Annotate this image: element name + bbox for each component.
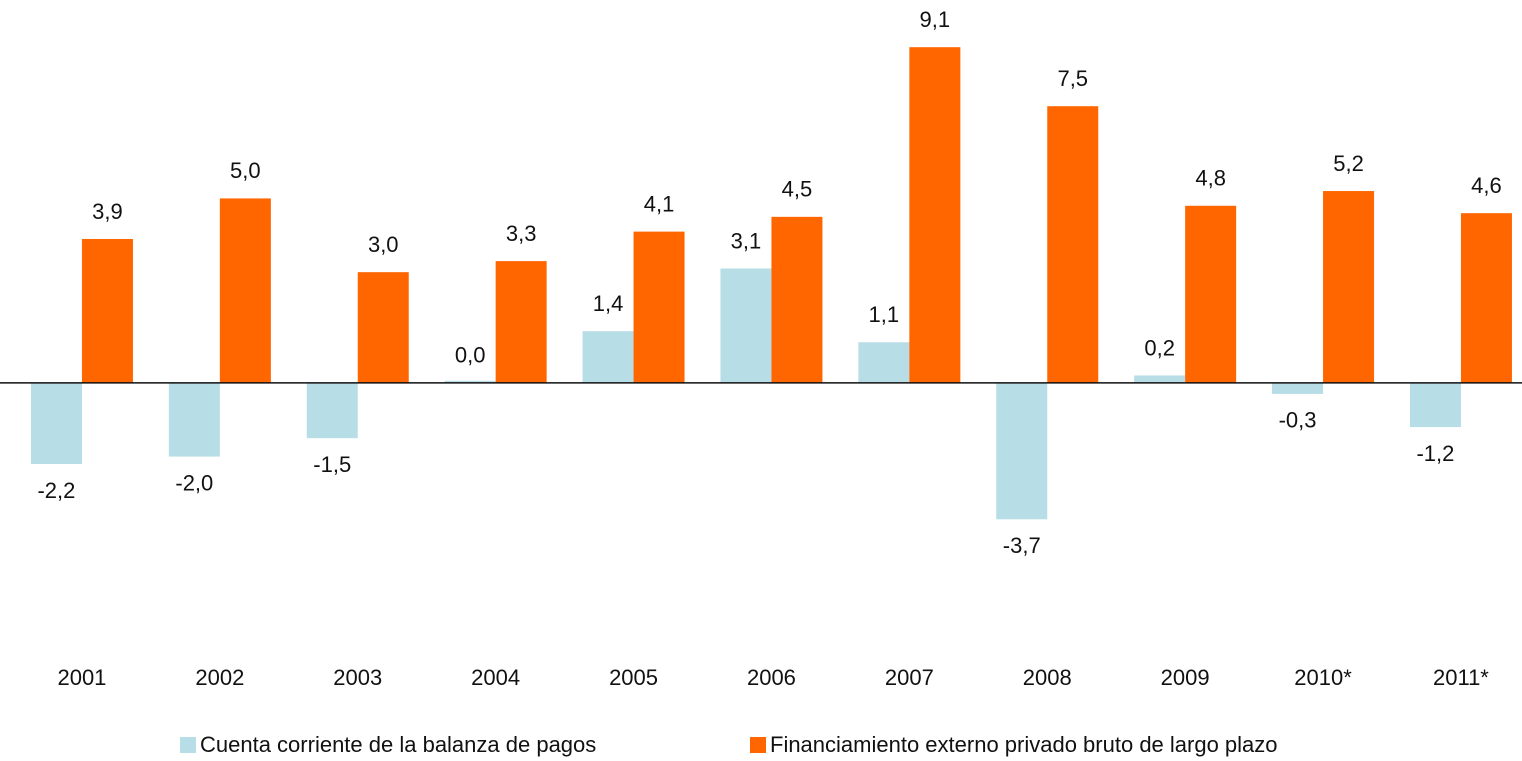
x-tick-label: 2008 <box>1023 665 1072 690</box>
value-label: -3,7 <box>1003 533 1041 558</box>
x-tick-label: 2006 <box>747 665 796 690</box>
bar <box>1134 375 1186 383</box>
bar <box>909 47 961 383</box>
bar <box>81 238 133 383</box>
value-label: 5,0 <box>230 158 261 183</box>
bar <box>444 380 496 383</box>
bar <box>633 231 685 383</box>
x-tick-label: 2010* <box>1294 665 1352 690</box>
value-label: 4,6 <box>1471 173 1502 198</box>
value-label: -2,2 <box>37 478 75 503</box>
value-label: -1,2 <box>1416 441 1454 466</box>
value-label: 4,5 <box>782 177 813 202</box>
bar <box>30 382 82 464</box>
x-tick-label: 2001 <box>57 665 106 690</box>
bar <box>1409 382 1461 428</box>
bar <box>1047 106 1099 383</box>
bar <box>996 382 1048 520</box>
x-tick-label: 2007 <box>885 665 934 690</box>
bar <box>306 382 358 439</box>
value-label: -2,0 <box>175 470 213 495</box>
legend-label: Cuenta corriente de la balanza de pagos <box>200 732 596 757</box>
value-label: 0,2 <box>1144 335 1175 360</box>
legend-swatch <box>750 737 766 753</box>
bar <box>582 331 634 383</box>
value-label: 9,1 <box>920 7 951 32</box>
legend-label: Financiamiento externo privado bruto de … <box>770 732 1278 757</box>
x-tick-label: 2003 <box>333 665 382 690</box>
bar <box>1185 205 1237 383</box>
value-label: 1,1 <box>869 302 900 327</box>
bar <box>168 382 220 457</box>
value-label: 4,8 <box>1195 166 1226 191</box>
value-label: 5,2 <box>1333 151 1364 176</box>
bar <box>858 342 910 383</box>
value-label: 3,0 <box>368 232 399 257</box>
value-label: -0,3 <box>1279 408 1317 433</box>
value-label: 1,4 <box>593 291 624 316</box>
bar <box>219 198 271 383</box>
value-label: 3,9 <box>92 199 123 224</box>
x-tick-label: 2004 <box>471 665 520 690</box>
value-label: 0,0 <box>455 343 486 368</box>
bar <box>1460 213 1512 383</box>
value-label: 4,1 <box>644 191 675 216</box>
value-label: 3,3 <box>506 221 537 246</box>
bar <box>1272 382 1324 394</box>
bar <box>495 261 547 383</box>
value-label: 7,5 <box>1057 66 1088 91</box>
x-tick-label: 2002 <box>195 665 244 690</box>
x-tick-label: 2011* <box>1433 665 1489 690</box>
x-tick-label: 2009 <box>1161 665 1210 690</box>
bar <box>1323 191 1375 383</box>
bar <box>771 216 823 383</box>
value-label: -1,5 <box>313 452 351 477</box>
value-label: 3,1 <box>731 228 762 253</box>
bar <box>357 272 409 383</box>
legend-swatch <box>180 737 196 753</box>
x-tick-label: 2005 <box>609 665 658 690</box>
bar <box>720 268 772 383</box>
